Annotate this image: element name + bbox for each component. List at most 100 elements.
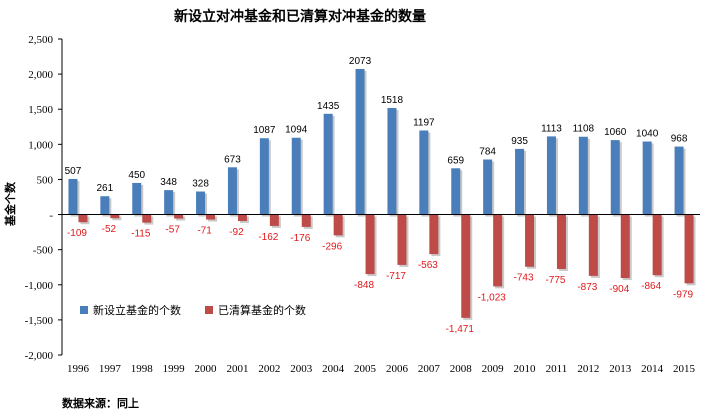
bar-closed-funds — [652, 214, 662, 276]
data-label-closed-funds: -176 — [290, 233, 310, 244]
bar-closed-funds — [525, 214, 535, 267]
bar-new-funds — [259, 138, 269, 215]
data-label-closed-funds: -115 — [131, 229, 151, 240]
bar-closed-funds — [237, 214, 247, 222]
data-label-closed-funds: -743 — [514, 273, 534, 284]
y-tick-label: 2,000 — [28, 69, 53, 81]
data-label-closed-funds: -864 — [641, 281, 661, 292]
data-label-new-funds: 348 — [160, 177, 177, 188]
bar-closed-funds — [174, 214, 184, 219]
bar-new-funds — [164, 190, 174, 215]
data-label-new-funds: 328 — [192, 179, 209, 190]
data-label-new-funds: 1060 — [604, 127, 627, 138]
x-tick-label: 2010 — [514, 363, 537, 375]
x-tick-label: 2006 — [386, 363, 409, 375]
data-label-new-funds: 1197 — [413, 117, 435, 128]
data-label-closed-funds: -296 — [322, 241, 342, 252]
y-tick-label: 500 — [37, 174, 54, 186]
legend-item-closed-funds-swatch — [205, 306, 213, 314]
data-labels: 507 -109 261 -52 450 -115 348 -57 328 -71 673 -92 10… — [65, 56, 694, 335]
bar-new-funds — [387, 107, 397, 215]
x-tick-label: 2004 — [322, 363, 345, 375]
chart-title: 新设立对冲基金和已清算对冲基金的数量 — [174, 8, 426, 25]
bar-closed-funds — [78, 214, 88, 223]
bar-new-funds — [642, 141, 652, 215]
legend-item-new-funds-label: 新设立基金的个数 — [93, 303, 181, 317]
bar-new-funds — [674, 146, 684, 215]
y-axis-ticks: 2,500 2,000 1,500 1,000 500 - -500 -1,000 -1,500… — [25, 34, 62, 362]
data-label-closed-funds: -848 — [354, 280, 374, 291]
y-tick-label: -2,000 — [25, 350, 54, 362]
bar-closed-funds — [397, 214, 407, 265]
source-note: 数据来源：同上 — [62, 396, 139, 410]
x-tick-label: 2001 — [226, 363, 248, 375]
x-tick-label: 2011 — [546, 363, 568, 375]
bar-closed-funds — [493, 214, 503, 287]
bar-new-funds — [68, 178, 78, 215]
bar-closed-funds — [429, 214, 439, 255]
data-label-closed-funds: -979 — [673, 289, 693, 300]
data-label-new-funds: 1435 — [317, 101, 340, 112]
x-tick-label: 2014 — [641, 363, 664, 375]
data-label-closed-funds: -1,023 — [477, 292, 506, 303]
y-tick-label: 2,500 — [28, 34, 53, 46]
bar-closed-funds — [269, 214, 279, 226]
data-label-closed-funds: -563 — [418, 260, 438, 271]
data-label-new-funds: 1113 — [541, 123, 562, 134]
x-tick-label: 1999 — [163, 363, 186, 375]
x-tick-label: 2008 — [450, 363, 473, 375]
data-label-new-funds: 1040 — [636, 129, 659, 140]
bar-new-funds — [132, 182, 142, 215]
bar-new-funds — [483, 159, 493, 215]
bar-new-funds — [196, 191, 206, 215]
data-label-closed-funds: -775 — [545, 275, 565, 286]
y-axis-label-group: 基金个数 — [3, 181, 17, 227]
data-label-new-funds: 784 — [479, 147, 496, 158]
bar-closed-funds — [461, 214, 471, 318]
data-label-new-funds: 261 — [97, 183, 114, 194]
x-tick-label: 2013 — [609, 363, 632, 375]
data-label-closed-funds: -71 — [197, 226, 212, 237]
bar-closed-funds — [556, 214, 566, 269]
y-tick-label: -1,500 — [25, 315, 54, 327]
x-tick-label: 1996 — [67, 363, 90, 375]
bar-closed-funds — [301, 214, 311, 227]
x-tick-label: 1998 — [131, 363, 154, 375]
bar-new-funds — [419, 130, 429, 215]
data-label-new-funds: 673 — [224, 154, 241, 165]
data-label-new-funds: 1518 — [381, 95, 404, 106]
y-tick-label: -500 — [33, 245, 54, 257]
bar-new-funds — [515, 148, 525, 215]
bar-closed-funds — [620, 214, 630, 279]
data-label-new-funds: 935 — [511, 136, 528, 147]
x-tick-label: 2015 — [673, 363, 696, 375]
axes — [61, 39, 700, 355]
x-tick-label: 2009 — [482, 363, 505, 375]
bar-new-funds — [451, 168, 461, 215]
bar-new-funds — [227, 167, 237, 215]
bar-shadow — [112, 216, 122, 221]
data-label-closed-funds: -1,471 — [446, 324, 475, 335]
bar-new-funds — [100, 196, 110, 215]
data-label-new-funds: 450 — [128, 170, 145, 181]
data-label-closed-funds: -109 — [67, 228, 87, 239]
data-label-new-funds: 968 — [671, 134, 688, 145]
x-tick-label: 1997 — [99, 363, 122, 375]
data-label-new-funds: 2073 — [349, 56, 372, 67]
legend-item-closed-funds-label: 已清算基金的个数 — [218, 303, 306, 317]
data-label-closed-funds: -904 — [609, 284, 629, 295]
data-label-new-funds: 507 — [65, 166, 82, 177]
bars — [68, 68, 696, 320]
bar-new-funds — [546, 136, 556, 215]
data-label-closed-funds: -873 — [577, 282, 597, 293]
legend: 新设立基金的个数 已清算基金的个数 — [80, 303, 306, 317]
bar-closed-funds — [365, 214, 375, 275]
y-tick-label: - — [49, 210, 53, 222]
legend-item-new-funds-swatch — [80, 306, 88, 314]
bar-closed-funds — [206, 214, 216, 220]
data-label-closed-funds: -57 — [165, 225, 180, 236]
bar-new-funds — [578, 136, 588, 215]
data-label-closed-funds: -92 — [229, 227, 244, 238]
bar-new-funds — [323, 113, 333, 215]
